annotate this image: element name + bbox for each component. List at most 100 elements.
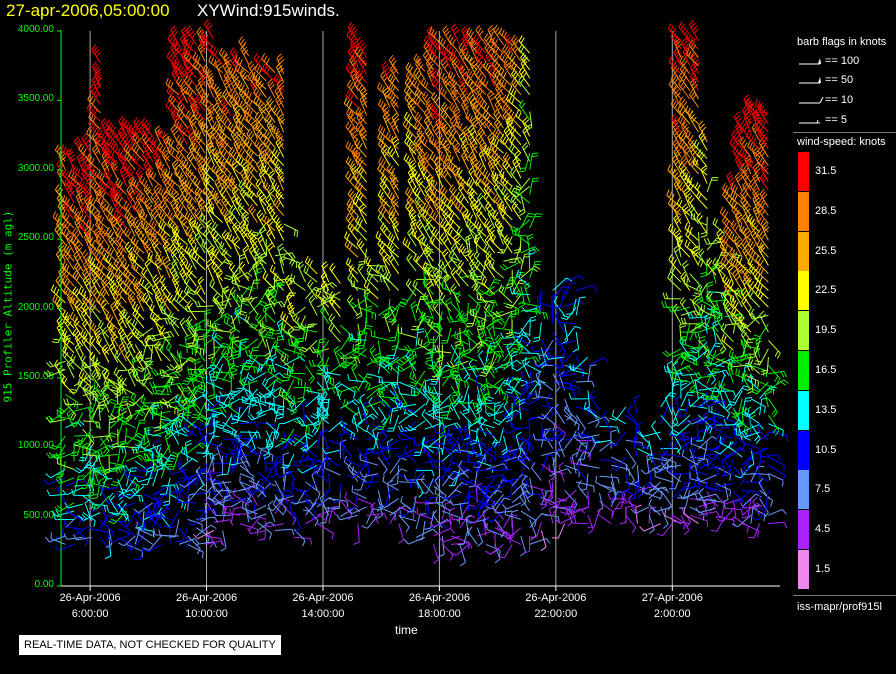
wind-barb-tick	[189, 30, 195, 36]
wind-barb-tick	[132, 447, 135, 454]
wind-barb-tick	[134, 484, 138, 491]
wind-barb-shaft	[187, 543, 204, 553]
wind-barb-tick	[56, 159, 62, 165]
wind-barb-tick	[154, 387, 158, 394]
wind-barb-tick	[181, 428, 187, 434]
wind-barb-tick	[131, 449, 138, 451]
wind-barb-tick	[209, 453, 212, 460]
wind-barb-tick	[257, 57, 262, 64]
wind-barb-tick	[351, 26, 356, 33]
wind-barb-shaft	[325, 449, 341, 455]
wind-barb-tick	[55, 275, 61, 281]
wind-barb-tick	[189, 114, 194, 121]
wind-barb-tick	[347, 142, 352, 150]
wind-barb-tick	[311, 426, 316, 433]
wind-barb-tick	[274, 472, 281, 478]
wind-barb-tick	[187, 40, 192, 47]
wind-barb-tick	[110, 158, 114, 165]
wind-barb-tick	[109, 231, 115, 238]
wind-barb-shaft	[149, 517, 162, 529]
wind-barb-tick	[93, 265, 98, 272]
wind-barb-tick	[76, 274, 81, 281]
wind-barb-tick	[210, 524, 217, 530]
wind-barb-tick	[282, 323, 286, 331]
wind-barb-tick	[134, 371, 139, 378]
wind-barb-tick	[236, 57, 241, 64]
wind-barb-shaft	[50, 538, 66, 545]
wind-barb-tick	[136, 521, 138, 529]
wind-barb-tick	[266, 197, 272, 203]
wind-barb-tick	[141, 279, 145, 286]
wind-barb-tick	[108, 206, 112, 213]
wind-barb-tick	[137, 455, 143, 462]
wind-barb-tick	[111, 442, 119, 446]
wind-barb-tick	[65, 245, 70, 252]
wind-barb-tick	[213, 83, 217, 90]
wind-barb-tick	[92, 258, 96, 265]
wind-barb-tick	[208, 397, 215, 401]
wind-barb-tick	[240, 341, 247, 344]
wind-barb-tick	[95, 71, 101, 77]
wind-barb-tick	[266, 115, 271, 122]
wind-barb-tick	[263, 65, 268, 73]
wind-barb-tick	[221, 348, 226, 354]
wind-barb-tick	[199, 487, 206, 492]
wind-barb-tick	[147, 450, 152, 457]
wind-barb-shaft	[134, 519, 146, 533]
wind-barb-tick	[152, 531, 155, 538]
wind-barb-tick	[91, 387, 96, 394]
wind-barb-tick	[48, 451, 54, 458]
wind-barb-tick	[50, 284, 55, 291]
wind-barb-tick	[127, 147, 132, 154]
wind-barb-tick	[275, 75, 280, 82]
wind-barb-tick	[107, 537, 113, 543]
wind-barb-tick	[110, 532, 114, 539]
wind-barb-tick	[207, 261, 213, 267]
wind-barb-tick	[319, 522, 326, 524]
wind-barb-tick	[168, 344, 172, 351]
wind-barb-tick	[262, 271, 266, 278]
wind-barb-tick	[84, 262, 90, 268]
wind-barb-tick	[143, 214, 148, 221]
wind-barb-shaft	[308, 299, 318, 316]
wind-barb-tick	[291, 252, 296, 259]
wind-barb-shaft	[89, 88, 101, 105]
wind-barb-tick	[147, 124, 152, 131]
wind-barb-tick	[117, 229, 122, 236]
wind-barb-tick	[348, 101, 353, 108]
wind-barb-tick	[161, 398, 168, 403]
wind-barb-tick	[212, 292, 218, 298]
wind-barb-tick	[91, 180, 95, 188]
wind-barb-tick	[92, 324, 97, 331]
wind-barb-tick	[256, 65, 261, 72]
wind-barb-tick	[222, 350, 228, 357]
wind-barb-tick	[119, 443, 126, 446]
wind-barb-tick	[222, 126, 226, 134]
wind-barb-tick	[165, 78, 169, 85]
wind-barb-tick	[175, 420, 179, 428]
wind-barb-tick	[89, 351, 94, 358]
wind-barb-tick	[154, 429, 161, 432]
wind-barb-tick	[105, 171, 110, 178]
wind-barb-shaft	[241, 437, 258, 440]
wind-barb-tick	[111, 282, 117, 288]
wind-barb-tick	[170, 140, 175, 147]
wind-barb-tick	[257, 91, 262, 99]
wind-barb-tick	[110, 190, 116, 196]
wind-barb-tick	[195, 210, 201, 217]
wind-barb-tick	[349, 190, 354, 197]
wind-barb-shaft	[351, 491, 367, 500]
wind-barb-shaft	[142, 511, 145, 527]
wind-barb-tick	[108, 139, 113, 146]
wind-barb-tick	[77, 168, 81, 176]
wind-barb-tick	[69, 424, 76, 427]
wind-barb-tick	[125, 546, 132, 550]
wind-barb-tick	[118, 542, 125, 547]
wind-barb-tick	[125, 465, 130, 472]
wind-barb-tick	[150, 191, 156, 198]
wind-barb-tick	[96, 336, 100, 343]
wind-barb-tick	[82, 259, 88, 266]
wind-barb-tick	[307, 279, 312, 285]
wind-barb-tick	[72, 297, 76, 304]
wind-barb-tick	[250, 133, 255, 140]
